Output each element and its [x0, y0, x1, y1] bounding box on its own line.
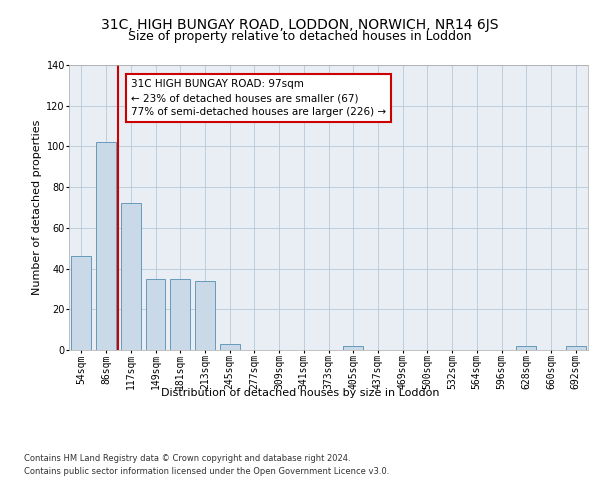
Bar [170, 279, 190, 350]
Text: 31C HIGH BUNGAY ROAD: 97sqm
← 23% of detached houses are smaller (67)
77% of sem: 31C HIGH BUNGAY ROAD: 97sqm ← 23% of det… [131, 80, 386, 118]
Bar [71, 256, 91, 350]
Bar [96, 142, 116, 350]
Bar [343, 346, 363, 350]
Text: Contains HM Land Registry data © Crown copyright and database right 2024.
Contai: Contains HM Land Registry data © Crown c… [24, 454, 389, 476]
Bar [517, 346, 536, 350]
Text: 31C, HIGH BUNGAY ROAD, LODDON, NORWICH, NR14 6JS: 31C, HIGH BUNGAY ROAD, LODDON, NORWICH, … [101, 18, 499, 32]
Bar [220, 344, 239, 350]
Bar [121, 204, 140, 350]
Text: Distribution of detached houses by size in Loddon: Distribution of detached houses by size … [161, 388, 439, 398]
Y-axis label: Number of detached properties: Number of detached properties [32, 120, 42, 295]
Bar [195, 281, 215, 350]
Bar [566, 346, 586, 350]
Text: Size of property relative to detached houses in Loddon: Size of property relative to detached ho… [128, 30, 472, 43]
Bar [146, 279, 166, 350]
